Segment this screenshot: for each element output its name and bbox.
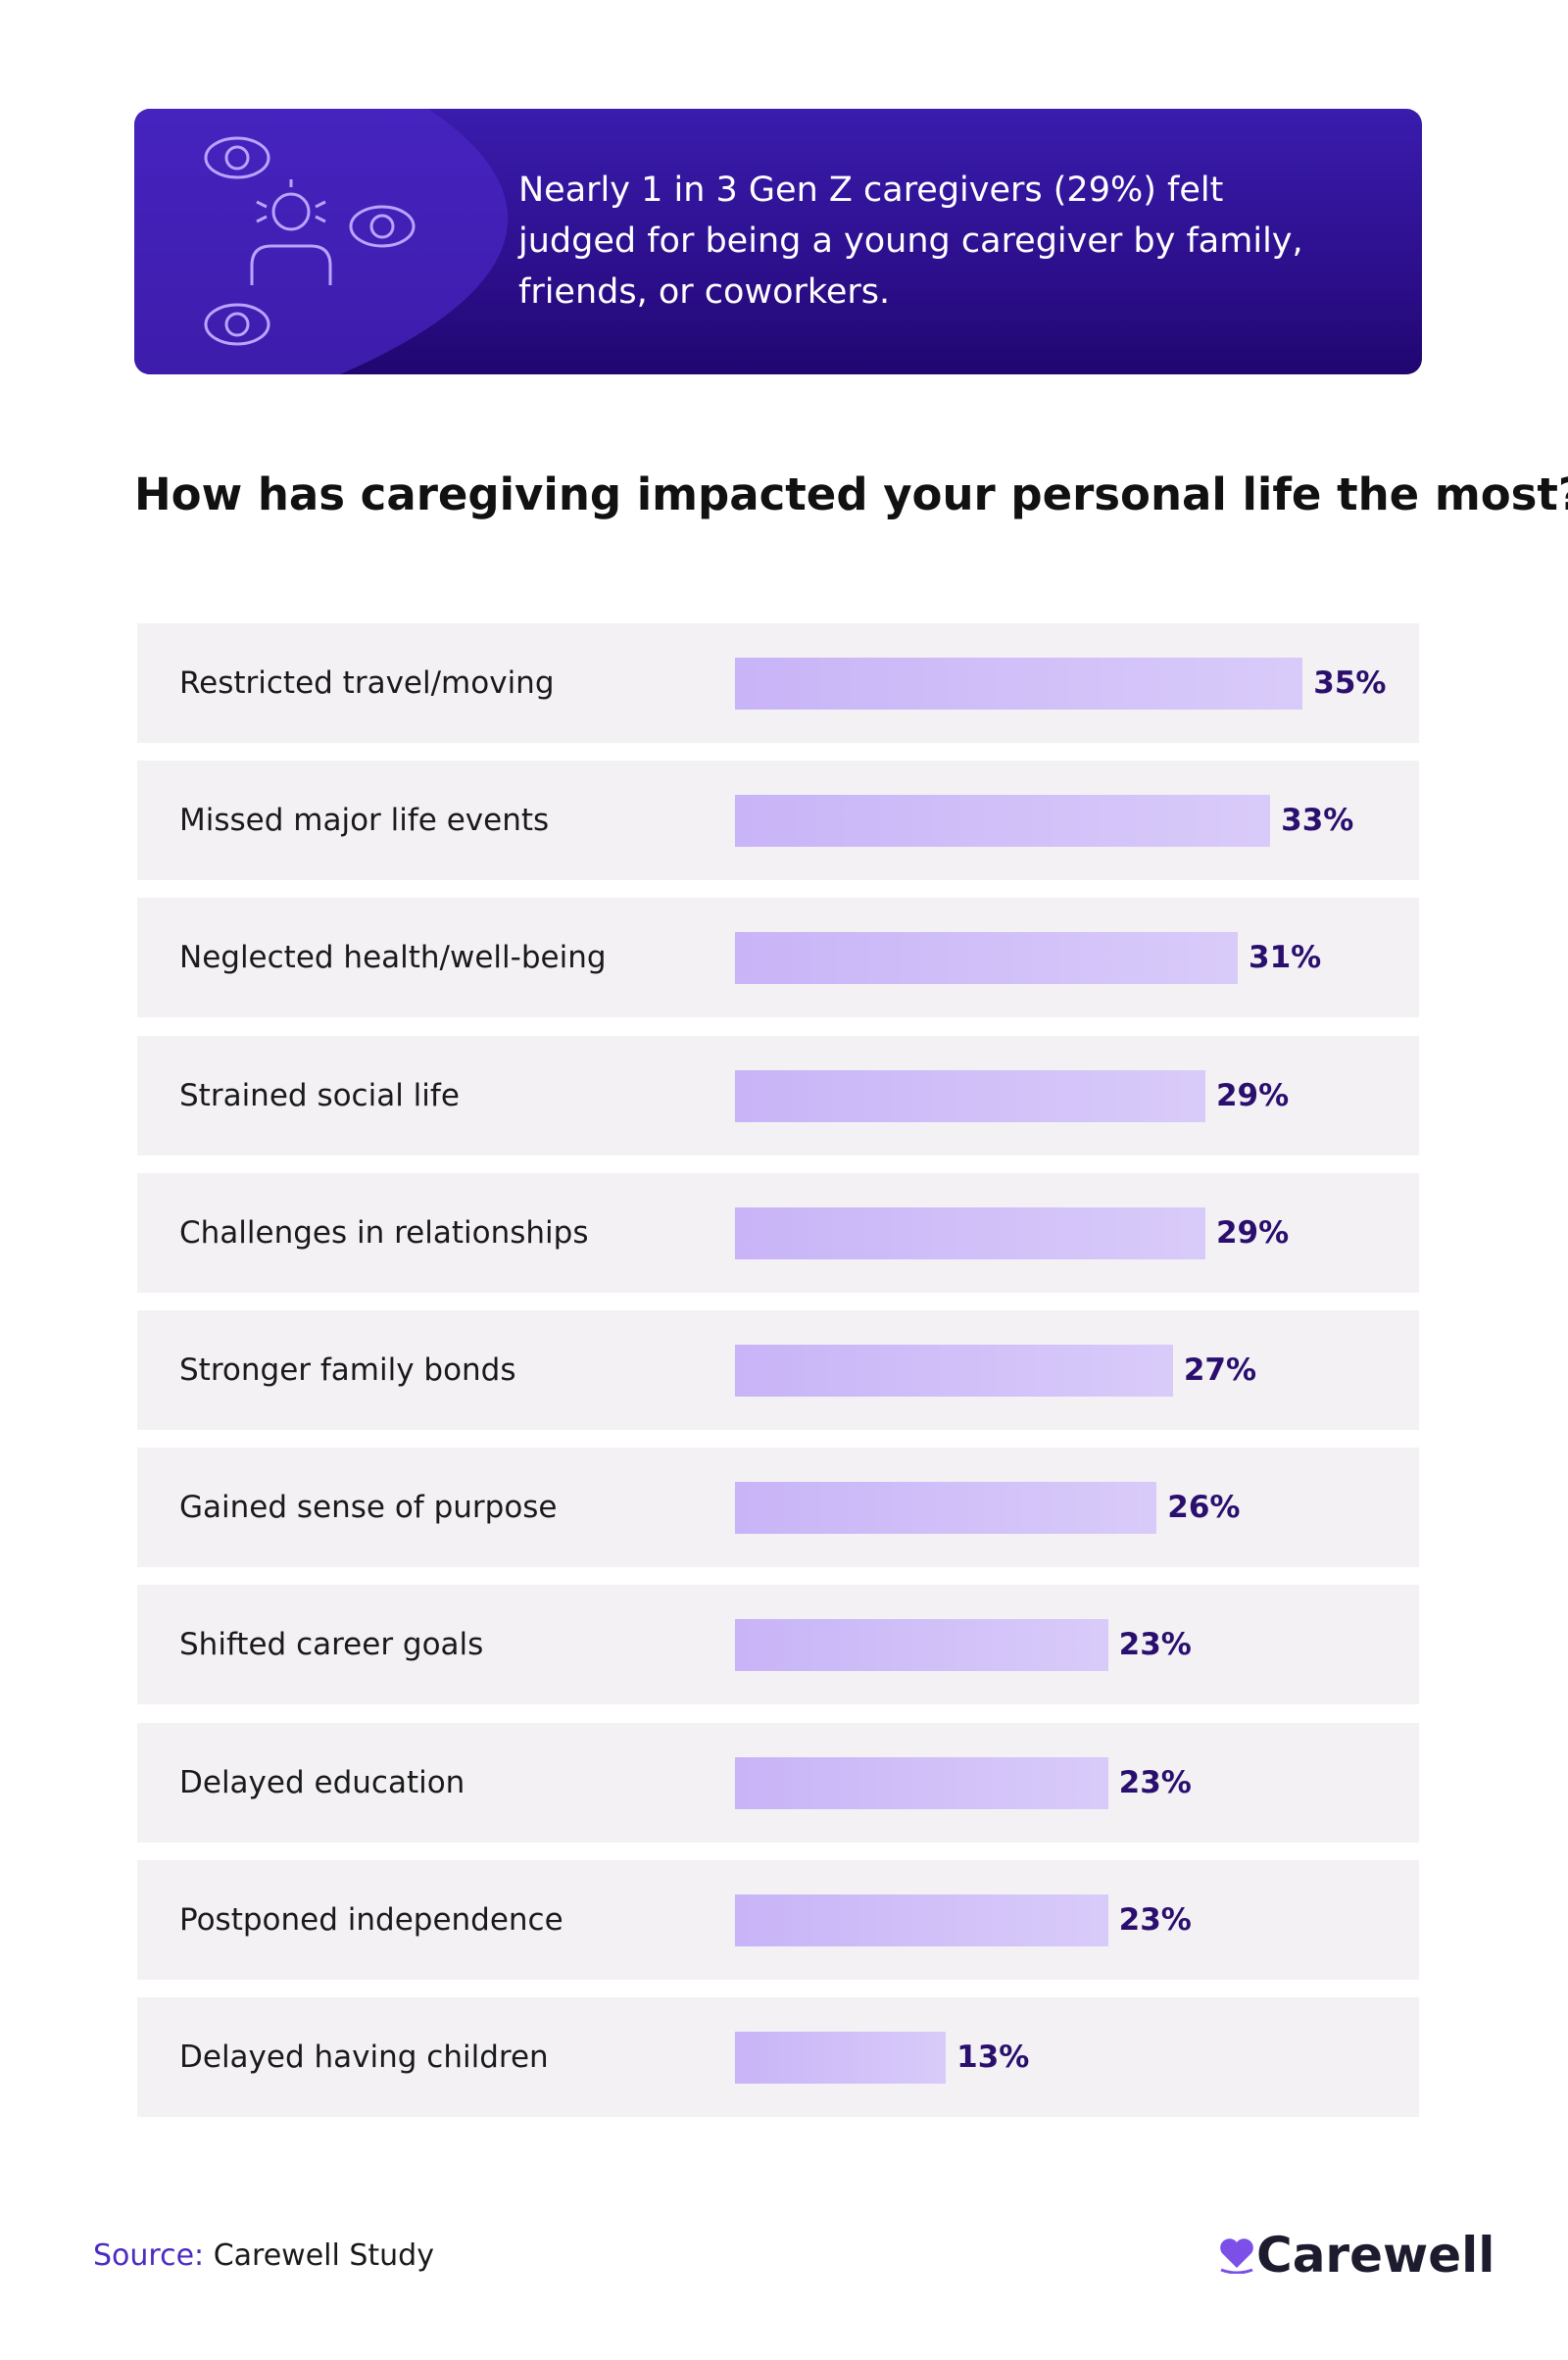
value-label: 23% (1118, 1627, 1192, 1663)
row: Stronger family bonds 27% (137, 1310, 1419, 1430)
source-label: Source: (93, 2238, 205, 2273)
value-label: 26% (1167, 1490, 1241, 1526)
category-label: Stronger family bonds (179, 1352, 516, 1388)
source: Source: Carewell Study (93, 2238, 434, 2273)
bar (735, 658, 1303, 710)
value-label: 35% (1313, 665, 1387, 701)
value-label: 29% (1215, 1077, 1290, 1113)
bar (735, 932, 1239, 985)
row: Delayed education 23% (137, 1722, 1419, 1843)
row: Delayed having children 13% (137, 1997, 1419, 2117)
bar (735, 2032, 947, 2084)
bar (735, 1345, 1173, 1397)
category-label: Restricted travel/moving (179, 665, 555, 701)
bar (735, 1069, 1205, 1122)
value-label: 31% (1249, 940, 1322, 976)
bar (735, 1619, 1108, 1672)
category-label: Shifted career goals (179, 1627, 484, 1663)
banner: Nearly 1 in 3 Gen Z caregivers (29%) fel… (134, 109, 1422, 374)
logo-text: Carewell (1256, 2227, 1495, 2284)
bar (735, 1206, 1205, 1259)
category-label: Postponed independence (179, 1901, 564, 1938)
value-label: 27% (1183, 1352, 1257, 1388)
value-label: 23% (1118, 1764, 1192, 1800)
category-label: Delayed education (179, 1764, 466, 1800)
category-label: Challenges in relationships (179, 1214, 589, 1251)
banner-text: Nearly 1 in 3 Gen Z caregivers (29%) fel… (518, 171, 1303, 312)
bar (735, 1893, 1108, 1946)
bar (735, 1756, 1108, 1809)
row: Gained sense of purpose 26% (137, 1448, 1419, 1568)
logo: Carewell (1217, 2227, 1494, 2284)
row: Missed major life events 33% (137, 761, 1419, 881)
category-label: Strained social life (179, 1077, 460, 1113)
row: Restricted travel/moving 35% (137, 623, 1419, 743)
chart-title: How has caregiving impacted your persona… (134, 468, 1568, 520)
row: Shifted career goals 23% (137, 1585, 1419, 1705)
category-label: Neglected health/well-being (179, 940, 607, 976)
bar (735, 1482, 1157, 1535)
category-label: Gained sense of purpose (179, 1490, 558, 1526)
row: Strained social life 29% (137, 1035, 1419, 1155)
logo-heart (1220, 2238, 1253, 2275)
banner-art (134, 109, 509, 374)
bar (735, 795, 1271, 848)
value-label: 29% (1215, 1214, 1290, 1251)
row: Challenges in relationships 29% (137, 1172, 1419, 1293)
category-label: Missed major life events (179, 803, 550, 839)
category-label: Delayed having children (179, 2040, 549, 2075)
row: Neglected health/well-being 31% (137, 898, 1419, 1018)
row: Postponed independence 23% (137, 1859, 1419, 1980)
value-label: 13% (956, 2040, 1030, 2075)
value-label: 23% (1118, 1901, 1192, 1938)
source-text: Carewell Study (213, 2238, 434, 2273)
value-label: 33% (1281, 803, 1354, 839)
